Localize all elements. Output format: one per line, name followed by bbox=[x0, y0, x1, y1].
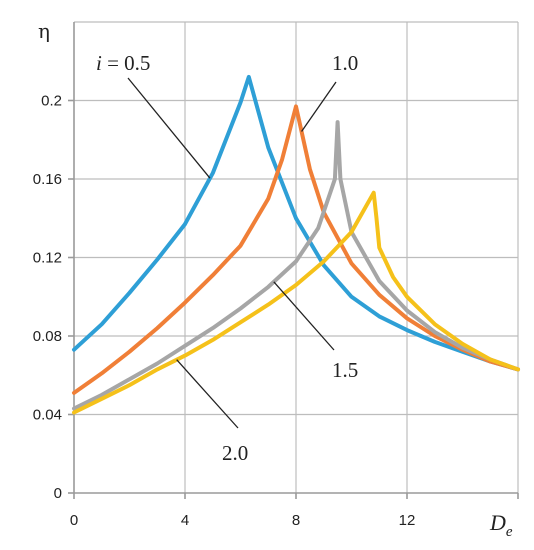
y-axis-title: η bbox=[38, 19, 50, 43]
series-line-3 bbox=[72, 190, 520, 415]
y-tick-label: 0.16 bbox=[33, 171, 62, 188]
series-lines bbox=[72, 74, 520, 415]
y-tick-label: 0.08 bbox=[33, 328, 62, 345]
x-tick-label: 4 bbox=[181, 512, 189, 529]
x-tick-label: 12 bbox=[399, 512, 416, 529]
annotation-value: = 0.5 bbox=[102, 51, 151, 75]
y-tick-label: 0.12 bbox=[33, 250, 62, 267]
series-line-2 bbox=[72, 120, 520, 411]
annotation-leader bbox=[301, 81, 337, 132]
x-tick-label: 8 bbox=[292, 512, 300, 529]
series-line-0 bbox=[72, 74, 520, 372]
annotation-leader bbox=[127, 77, 211, 179]
x-tick-label: 0 bbox=[70, 512, 78, 529]
series-annotation-label: 1.0 bbox=[332, 51, 358, 75]
series-annotation-label: 2.0 bbox=[222, 441, 248, 465]
series-line-1 bbox=[72, 104, 520, 395]
annotation-leader bbox=[176, 359, 239, 429]
axes bbox=[68, 22, 519, 499]
annotation-symbol: i bbox=[96, 51, 102, 75]
y-tick-label: 0.04 bbox=[33, 407, 62, 424]
annotation-leader bbox=[273, 281, 335, 351]
y-tick-label: 0 bbox=[54, 485, 62, 502]
annotation-leaders bbox=[127, 77, 337, 429]
series-annotation-label: i = 0.5 bbox=[96, 51, 150, 75]
y-tick-label: 0.2 bbox=[41, 93, 62, 110]
x-axis-title: De bbox=[489, 510, 513, 540]
series-annotation-label: 1.5 bbox=[332, 358, 358, 382]
x-axis-title-main: D bbox=[489, 510, 506, 535]
labels: η De 0 0.04 0.08 0.12 0.16 0.2 0 4 8 12 i = 0.5 1.0… bbox=[33, 19, 513, 540]
x-axis-title-subscript: e bbox=[506, 524, 513, 540]
